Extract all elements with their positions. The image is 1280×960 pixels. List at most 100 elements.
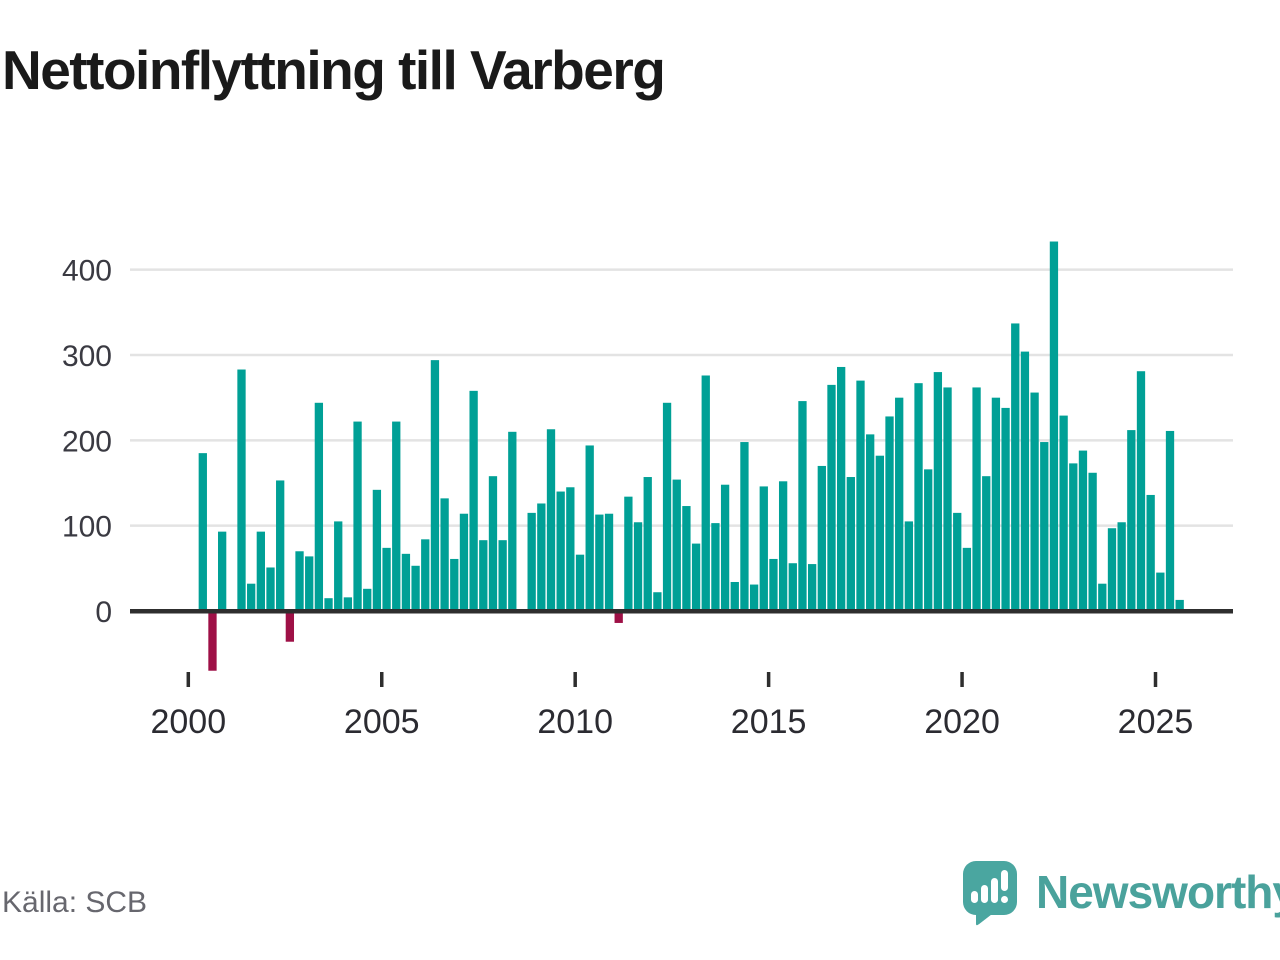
bar-2011Q3 — [633, 522, 643, 611]
bar-2018Q3 — [904, 521, 914, 611]
bar-2015Q3 — [788, 563, 797, 611]
newsworthy-icon — [963, 861, 1017, 926]
bar-2018Q1 — [885, 416, 894, 611]
bar-2022Q2 — [1049, 241, 1059, 611]
bar-2014Q3 — [749, 584, 759, 611]
bar-2019Q4 — [953, 512, 962, 611]
bar-2003Q1 — [305, 556, 314, 611]
bar-2013Q1 — [691, 543, 701, 611]
bar-2004Q2 — [353, 421, 362, 611]
bar-2006Q1 — [421, 539, 430, 611]
bar-2019Q1 — [924, 469, 933, 611]
bar-2003Q3 — [324, 598, 333, 611]
bar-2010Q4 — [604, 513, 614, 611]
x-tick-label-2015: 2015 — [731, 703, 807, 741]
bar-2012Q4 — [682, 506, 691, 611]
bar-2018Q2 — [895, 397, 904, 611]
bar-2007Q1 — [459, 513, 469, 611]
bar-2020Q1 — [962, 547, 972, 611]
bar-2009Q4 — [566, 487, 575, 611]
y-tick-label-100: 100 — [62, 511, 112, 544]
bar-2017Q4 — [875, 455, 884, 611]
bar-2001Q2 — [237, 369, 246, 611]
bar-2025Q1 — [1156, 572, 1165, 611]
logo-exclamation-stem — [1001, 870, 1008, 891]
bar-2024Q2 — [1127, 430, 1136, 611]
bar-2006Q4 — [450, 558, 459, 611]
bar-2001Q4 — [256, 531, 265, 611]
bar-2006Q3 — [440, 498, 449, 611]
bar-2024Q4 — [1146, 494, 1155, 611]
bar-2007Q2 — [469, 390, 478, 611]
logo-exclamation-dot — [1001, 896, 1008, 903]
x-tick-label-2025: 2025 — [1118, 703, 1194, 741]
bar-2013Q2 — [701, 375, 710, 611]
bar-2009Q2 — [546, 429, 556, 611]
logo-bar-small — [971, 891, 978, 903]
bar-2024Q1 — [1117, 522, 1126, 611]
speech-bubble-tail — [976, 910, 996, 926]
bar-2023Q1 — [1078, 450, 1088, 611]
source-label: Källa: SCB — [2, 886, 148, 919]
bar-2002Q1 — [266, 567, 275, 611]
bar-2009Q3 — [556, 491, 565, 611]
y-tick-label-300: 300 — [62, 340, 112, 373]
x-tick-label-2000: 2000 — [150, 703, 226, 741]
bar-2001Q3 — [247, 583, 256, 611]
bar-2008Q1 — [498, 540, 507, 611]
bar-2022Q4 — [1069, 463, 1078, 611]
bar-2021Q3 — [1020, 351, 1030, 611]
bar-2023Q2 — [1088, 472, 1097, 611]
bar-2007Q4 — [488, 476, 498, 611]
bar-2009Q1 — [537, 503, 546, 611]
chart-title: Nettoinflyttning till Varberg — [2, 39, 666, 101]
bar-2016Q4 — [837, 366, 846, 611]
bar-2014Q4 — [759, 486, 768, 611]
bar-2003Q4 — [334, 521, 343, 611]
y-tick-label-0: 0 — [95, 596, 112, 629]
bar-2015Q2 — [778, 481, 788, 611]
newsworthy-wordmark: Newsworthy — [1036, 866, 1280, 918]
x-tick-label-2010: 2010 — [537, 703, 613, 741]
bar-2011Q4 — [643, 477, 652, 611]
bar-2005Q4 — [411, 565, 420, 611]
bar-2004Q3 — [363, 588, 372, 611]
bar-2017Q3 — [866, 434, 875, 611]
bar-2015Q1 — [769, 558, 778, 611]
bar-2022Q1 — [1040, 442, 1049, 611]
x-tick-label-2020: 2020 — [924, 703, 1000, 741]
bar-2008Q4 — [527, 512, 536, 611]
bar-2023Q4 — [1107, 528, 1117, 611]
x-tick-label-2005: 2005 — [344, 703, 420, 741]
bar-2004Q1 — [343, 597, 353, 611]
bar-2010Q3 — [595, 514, 604, 611]
bar-2022Q3 — [1059, 415, 1068, 611]
bar-2002Q3 — [285, 611, 295, 642]
bar-2020Q4 — [991, 397, 1001, 611]
bar-2005Q1 — [382, 547, 391, 611]
bar-2019Q2 — [933, 372, 943, 611]
bar-2003Q2 — [314, 402, 324, 611]
y-tick-label-400: 400 — [62, 255, 112, 288]
bar-2018Q4 — [914, 383, 923, 611]
bar-2002Q4 — [295, 551, 304, 611]
bar-2002Q2 — [276, 480, 285, 611]
logo-bar-large — [991, 878, 998, 903]
bar-2005Q3 — [401, 553, 411, 611]
y-tick-label-200: 200 — [62, 425, 112, 458]
bar-2010Q1 — [575, 554, 585, 611]
bar-2005Q2 — [392, 421, 401, 611]
bar-2010Q2 — [585, 445, 594, 611]
bar-2016Q1 — [807, 564, 817, 611]
bar-2023Q3 — [1098, 583, 1107, 611]
bar-2017Q2 — [856, 380, 865, 611]
bar-2013Q4 — [720, 484, 730, 611]
bar-2021Q1 — [1001, 407, 1010, 611]
bar-2013Q3 — [711, 523, 720, 611]
bar-2011Q1 — [614, 611, 623, 623]
bar-2015Q4 — [798, 401, 807, 611]
bar-2014Q2 — [740, 442, 749, 611]
bar-2006Q2 — [430, 360, 440, 611]
bar-2012Q1 — [653, 592, 662, 611]
